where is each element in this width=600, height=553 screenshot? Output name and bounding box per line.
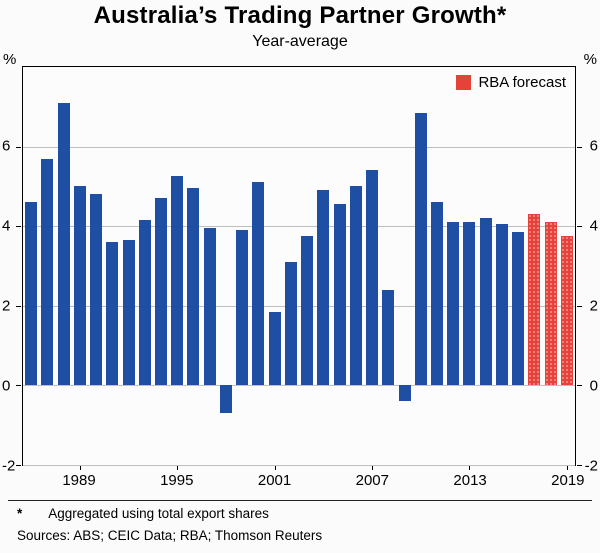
bar-2012 [447,222,460,386]
bar-2000 [252,182,265,386]
y-tick-mark-right-4 [577,226,582,228]
gridline-2 [23,305,575,307]
y-tick-mark-right-6 [577,146,582,148]
gridline--2 [23,465,575,466]
x-tick-mark-1995 [177,465,179,470]
bar-1998 [219,385,232,414]
x-tick-mark-2013 [469,465,471,470]
bar-2005 [333,204,346,386]
x-tick-label-2013: 2013 [453,472,487,489]
bar-1992 [122,240,135,386]
bar-2014 [479,218,492,386]
sources-line: Sources: ABS; CEIC Data; RBA; Thomson Re… [17,528,323,543]
footnote: * Aggregated using total export shares [17,506,269,521]
bar-1987 [41,158,54,386]
bar-2008 [382,289,395,386]
y-tick-label-2: 2 [2,297,11,315]
y-tick-mark-left-0 [16,385,21,387]
gridlines [23,67,575,466]
y-tick-label-6: 6 [589,137,598,155]
plot-area: RBA forecast [16,66,582,470]
bar-1991 [106,242,119,386]
legend-swatch-forecast [456,75,472,90]
bar-2018 [544,222,557,386]
x-tick-mark-2007 [372,465,374,470]
y-tick-label-0: 0 [2,377,11,395]
bar-1996 [187,188,200,386]
x-tick-label-2001: 2001 [257,472,292,489]
bar-1999 [236,230,249,386]
bar-2016 [512,232,525,386]
bar-2009 [398,385,411,402]
bar-2013 [463,222,476,386]
y-tick-mark-right--2 [577,465,582,466]
y-tick-label--2: -2 [2,457,16,475]
bar-1995 [171,176,184,386]
x-tick-mark-2001 [274,465,276,470]
y-tick-mark-left--2 [16,465,21,466]
x-axis-labels: 1989 1995 2001 2007 2013 2019 [22,472,584,492]
bar-2002 [284,262,297,386]
footnote-marker: * [17,506,23,521]
y-axis-unit-left: % [3,51,17,68]
x-tick-label-2019: 2019 [551,472,585,489]
gridline-6 [23,146,575,148]
y-tick-mark-right-2 [577,305,582,307]
y-tick-mark-left-6 [16,146,21,148]
chart-title: Australia’s Trading Partner Growth* [93,2,507,29]
y-tick-label-6: 6 [2,137,11,155]
bar-1994 [154,198,167,386]
bar-1993 [138,220,151,386]
x-tick-label-1989: 1989 [62,472,96,489]
y-axis-labels-left: -2 0 2 4 6 [2,66,22,475]
chart-subtitle: Year-average [252,33,348,50]
y-tick-label--2: -2 [584,457,598,475]
bar-1988 [57,102,70,386]
gridline-4 [23,226,575,228]
x-tick-label-1995: 1995 [160,472,194,489]
gridline-0 [23,385,575,387]
y-tick-label-2: 2 [589,297,598,315]
bar-2015 [495,224,508,386]
bar-2004 [317,190,330,386]
y-tick-mark-right-0 [577,385,582,387]
bar-2019 [560,236,573,386]
legend-label: RBA forecast [478,74,566,91]
y-tick-label-4: 4 [2,217,11,235]
bar-1997 [203,228,216,386]
x-tick-label-2007: 2007 [355,472,389,489]
bar-2006 [349,186,362,386]
footnote-text: Aggregated using total export shares [48,506,269,521]
legend: RBA forecast [456,74,566,91]
y-tick-mark-left-4 [16,226,21,228]
y-axis-unit-right: % [583,51,597,68]
bar-2017 [528,214,541,386]
bars-layer [23,67,575,465]
bar-2011 [430,202,443,386]
bar-2007 [366,170,379,386]
bar-1986 [25,202,38,386]
y-axis-labels-right: -2 0 2 4 6 [578,66,598,475]
y-tick-label-4: 4 [589,217,598,235]
bar-2010 [414,112,427,386]
bar-1989 [73,186,86,386]
y-tick-mark-left-2 [16,305,21,307]
bar-1990 [90,194,103,386]
x-tick-mark-2019 [566,465,568,470]
bar-2003 [301,236,314,386]
footnote-divider [8,500,592,501]
y-tick-label-0: 0 [589,377,598,395]
x-tick-mark-1989 [79,465,81,470]
bar-2001 [268,311,281,386]
